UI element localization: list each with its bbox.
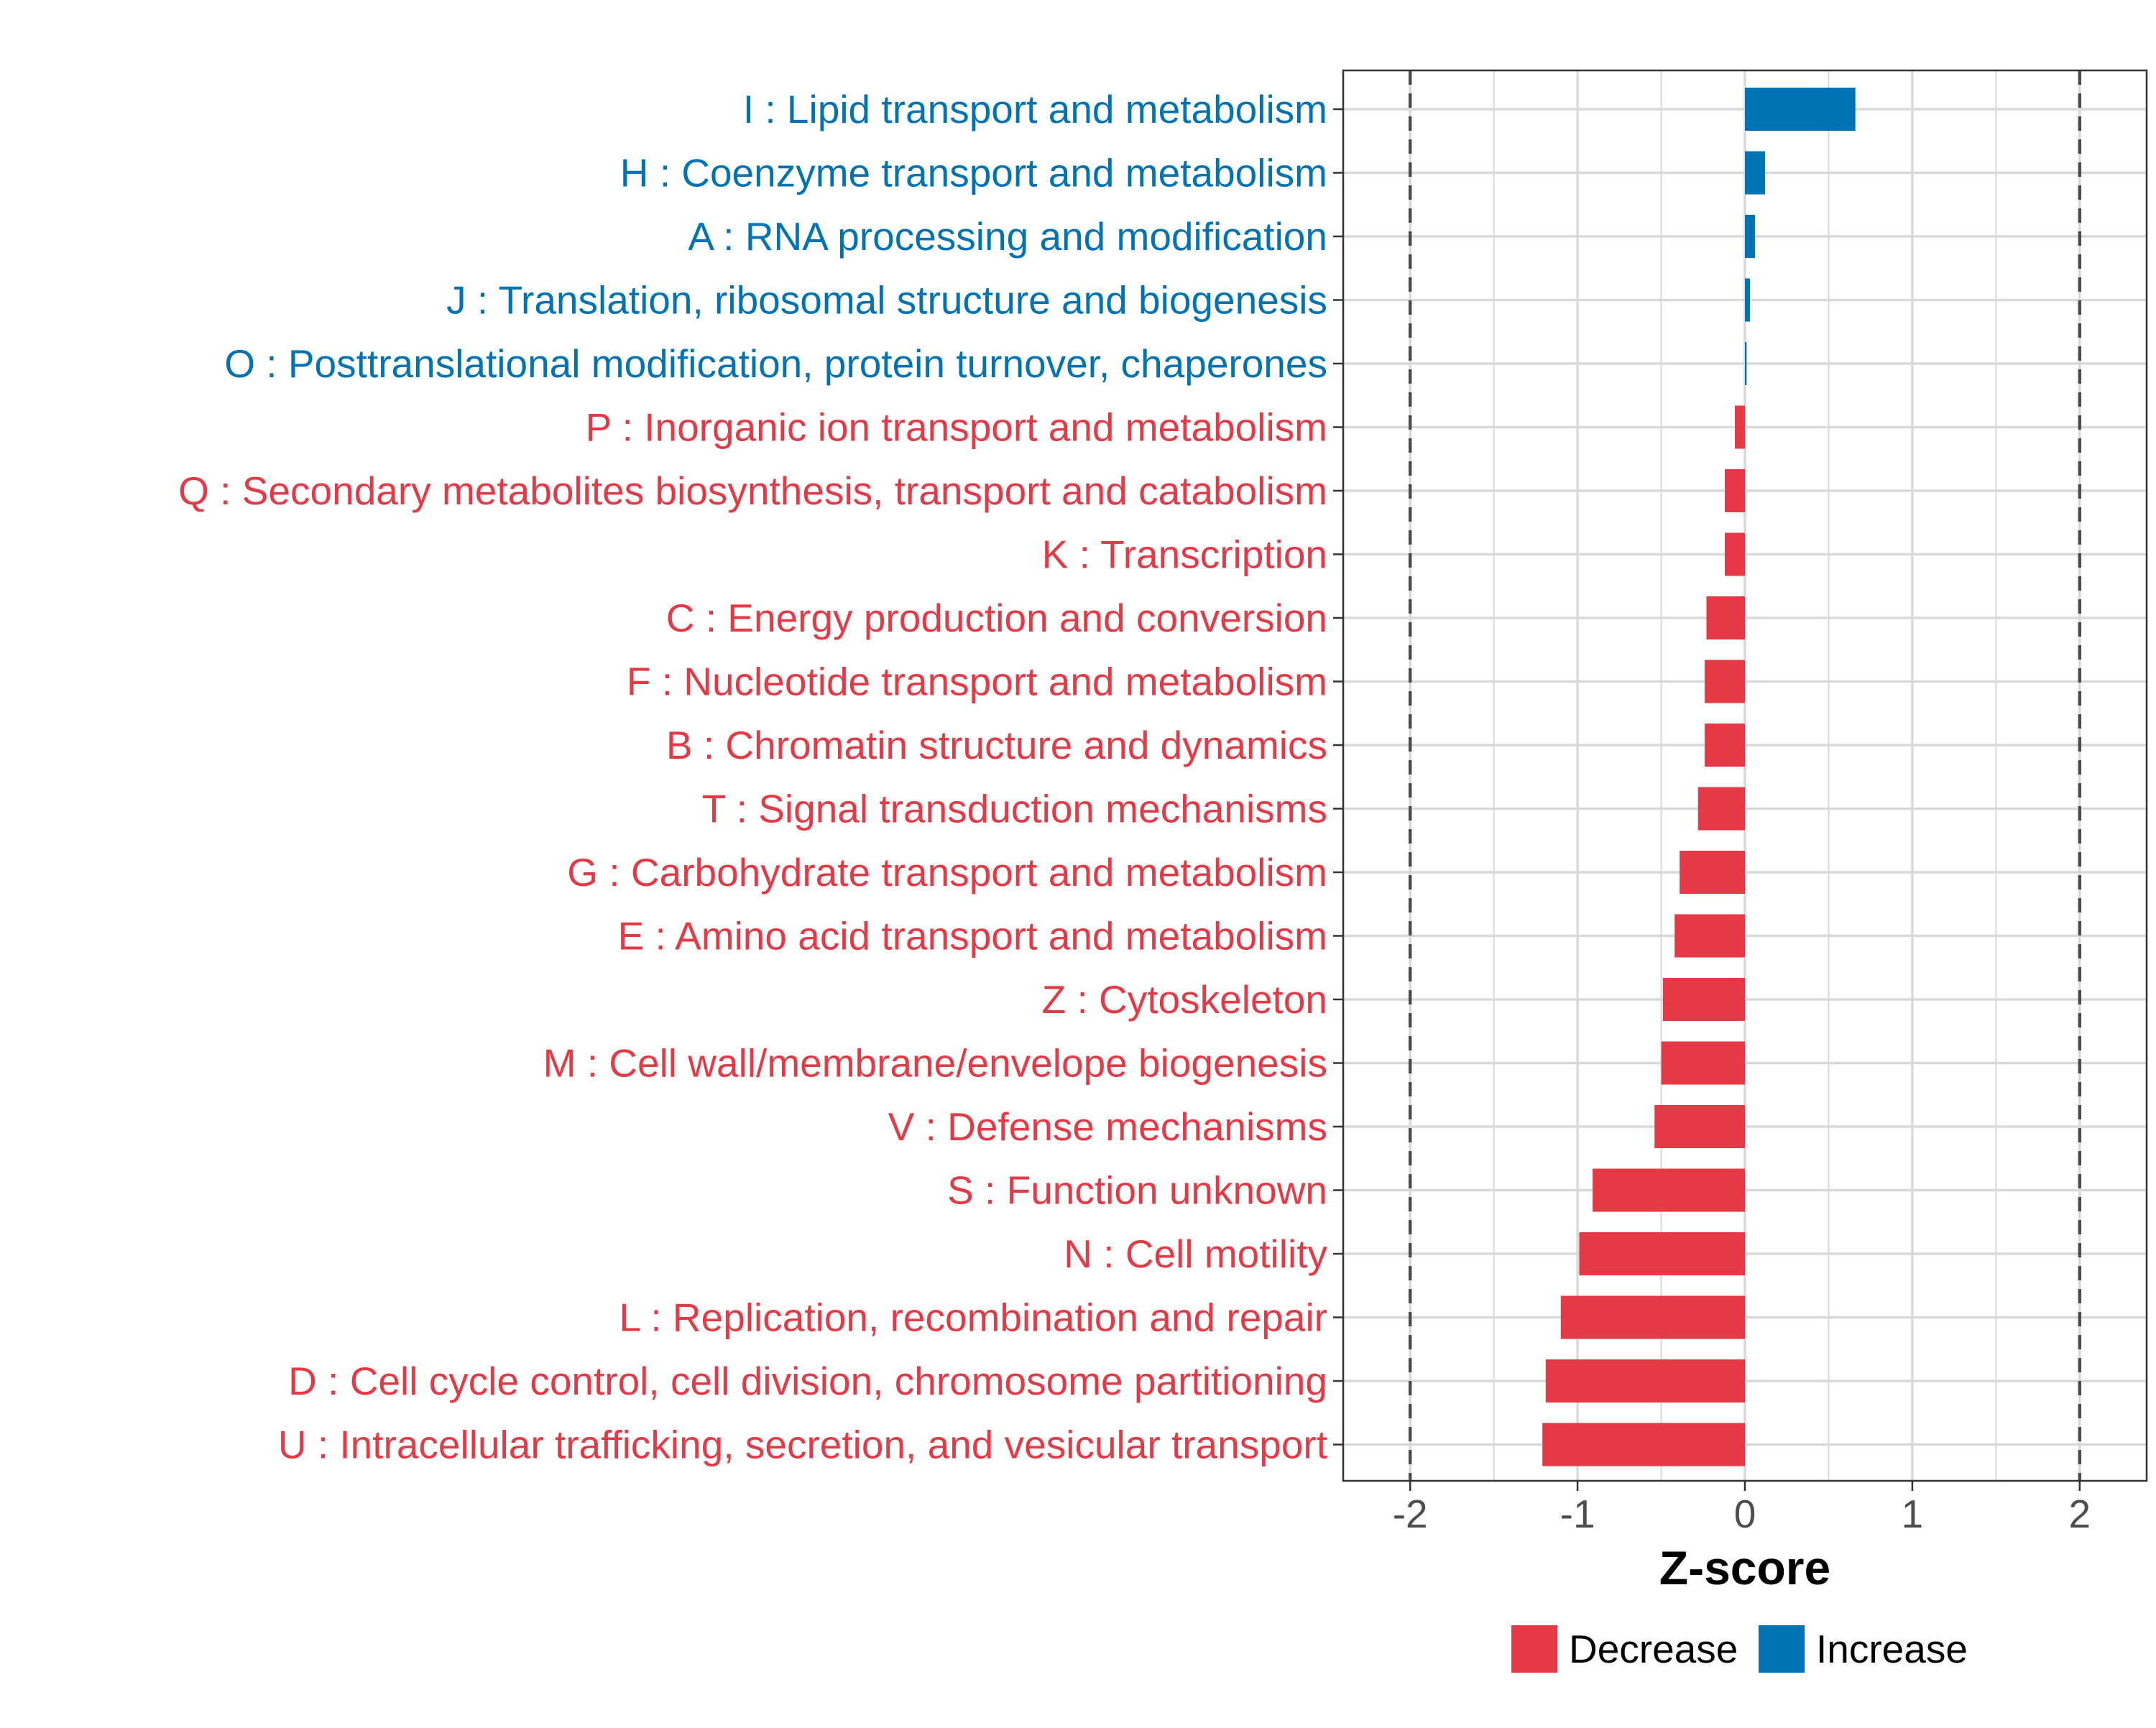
- bar-i: [1745, 88, 1856, 131]
- category-label: G : Carbohydrate transport and metabolis…: [567, 850, 1327, 895]
- category-label: N : Cell motility: [1064, 1232, 1327, 1276]
- bar-b: [1705, 724, 1745, 767]
- bar-j: [1745, 278, 1750, 322]
- legend-swatch-decrease: [1511, 1625, 1557, 1673]
- x-tick-label: 0: [1734, 1492, 1756, 1536]
- bar-u: [1542, 1423, 1745, 1466]
- category-label: B : Chromatin structure and dynamics: [666, 723, 1327, 767]
- y-axis-ticks: I : Lipid transport and metabolism H : Co…: [178, 87, 1343, 1467]
- x-tick-label: 2: [2069, 1492, 2091, 1536]
- bar-z: [1662, 978, 1745, 1021]
- bar-t: [1697, 787, 1745, 831]
- category-label: I : Lipid transport and metabolism: [743, 87, 1327, 131]
- bar-d: [1545, 1359, 1745, 1403]
- category-label: S : Function unknown: [947, 1168, 1327, 1213]
- category-label: E : Amino acid transport and metabolism: [618, 914, 1327, 958]
- bar-g: [1680, 851, 1745, 894]
- category-label: D : Cell cycle control, cell division, c…: [288, 1359, 1327, 1403]
- bar-a: [1745, 215, 1755, 258]
- x-axis-ticks: -2 -1 0 1 2: [1393, 1481, 2091, 1536]
- category-label: M : Cell wall/membrane/envelope biogenes…: [543, 1041, 1327, 1086]
- category-label: O : Posttranslational modification, prot…: [224, 341, 1327, 386]
- legend-swatch-increase: [1759, 1625, 1805, 1673]
- bar-l: [1560, 1295, 1745, 1339]
- bars: [1542, 88, 1856, 1466]
- category-label: Q : Secondary metabolites biosynthesis, …: [178, 468, 1327, 513]
- bar-s: [1593, 1168, 1745, 1212]
- legend-label-increase: Increase: [1816, 1627, 1968, 1671]
- legend-label-decrease: Decrease: [1569, 1627, 1738, 1671]
- bar-h: [1745, 151, 1765, 195]
- x-tick-label: -2: [1393, 1492, 1428, 1536]
- bar-m: [1661, 1041, 1745, 1085]
- legend: Decrease Increase: [1511, 1625, 1968, 1673]
- x-axis-title: Z-score: [1659, 1541, 1830, 1594]
- bar-k: [1725, 532, 1745, 576]
- bar-v: [1654, 1105, 1745, 1148]
- bar-o: [1745, 342, 1747, 385]
- category-label: L : Replication, recombination and repai…: [619, 1295, 1327, 1340]
- category-label: P : Inorganic ion transport and metaboli…: [586, 405, 1327, 450]
- x-tick-label: -1: [1560, 1492, 1595, 1536]
- category-label: J : Translation, ribosomal structure and…: [446, 278, 1327, 323]
- bar-q: [1725, 469, 1745, 512]
- category-label: K : Transcription: [1042, 532, 1327, 577]
- bar-p: [1735, 405, 1745, 449]
- bar-f: [1705, 660, 1745, 703]
- reference-lines: [1408, 70, 2082, 1481]
- category-label: T : Signal transduction mechanisms: [702, 787, 1327, 831]
- category-label: V : Defense mechanisms: [888, 1104, 1327, 1149]
- category-label: U : Intracellular trafficking, secretion…: [278, 1423, 1327, 1467]
- category-label: Z : Cytoskeleton: [1042, 977, 1327, 1022]
- category-label: F : Nucleotide transport and metabolism: [627, 660, 1327, 704]
- bar-e: [1674, 914, 1745, 958]
- category-label: C : Energy production and conversion: [666, 596, 1327, 640]
- category-label: H : Coenzyme transport and metabolism: [620, 151, 1327, 195]
- bar-c: [1706, 596, 1745, 639]
- category-label: A : RNA processing and modification: [688, 214, 1327, 259]
- bar-n: [1579, 1232, 1745, 1275]
- x-tick-label: 1: [1902, 1492, 1924, 1536]
